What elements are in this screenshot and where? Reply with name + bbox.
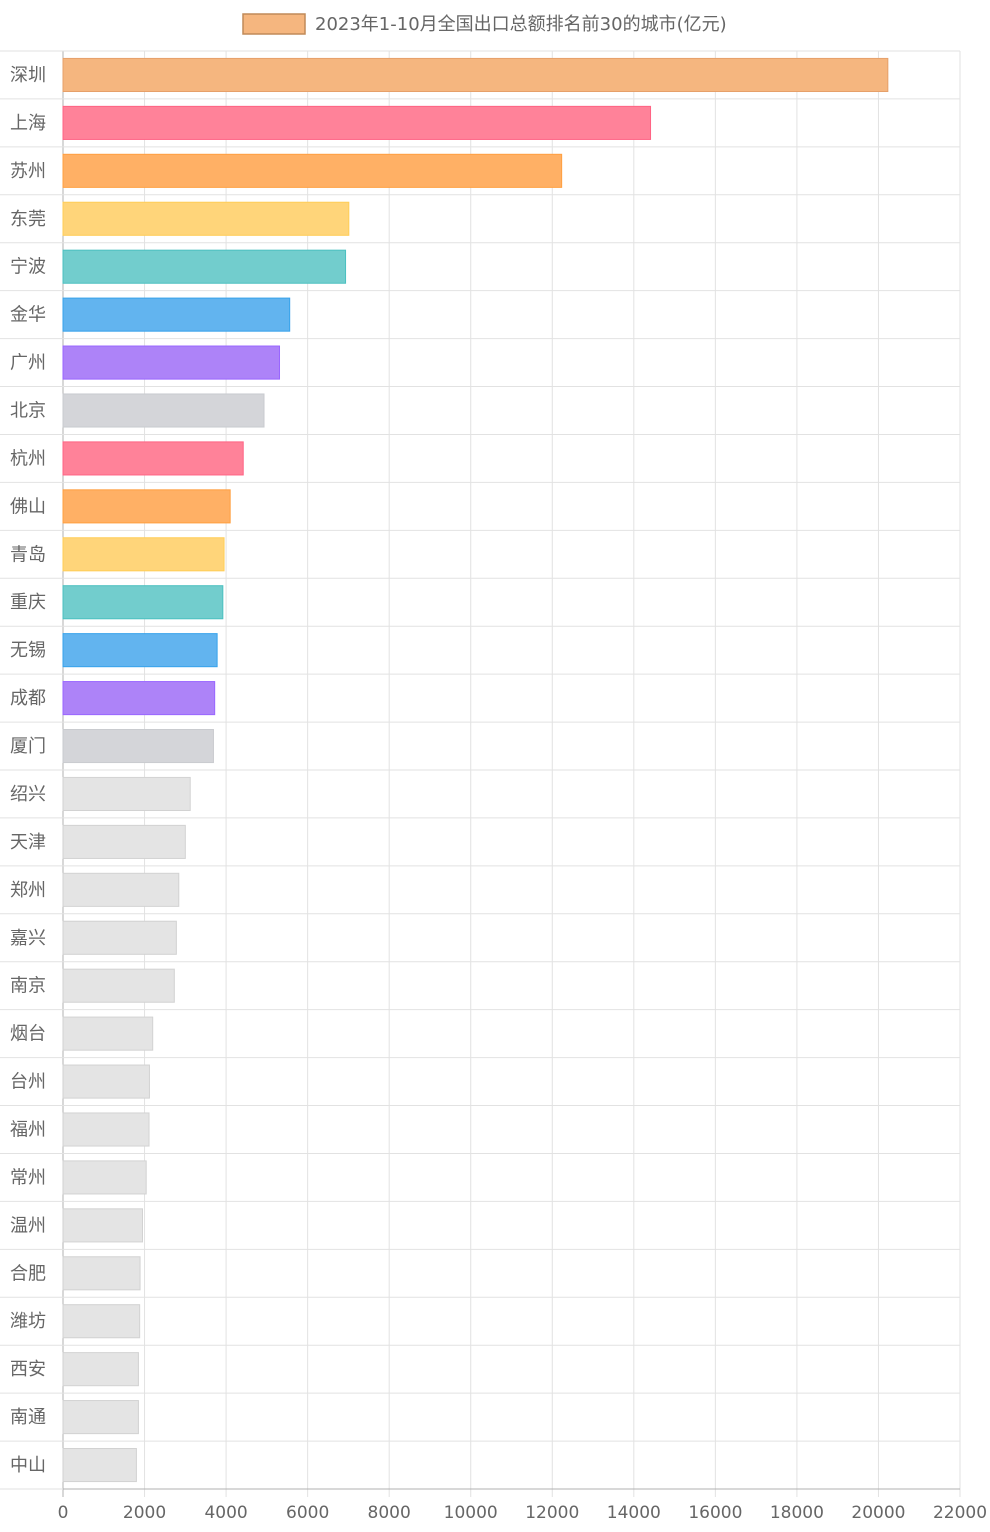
category-label: 天津 xyxy=(10,832,46,853)
category-label: 成都 xyxy=(10,688,46,709)
category-label: 北京 xyxy=(10,401,46,422)
bar[interactable] xyxy=(62,1447,137,1483)
bar[interactable] xyxy=(62,1400,139,1435)
bar[interactable] xyxy=(62,1160,147,1195)
bar[interactable] xyxy=(62,393,265,428)
category-label: 中山 xyxy=(10,1455,46,1476)
bar[interactable] xyxy=(62,1352,139,1387)
bar[interactable] xyxy=(62,249,347,284)
x-axis-labels: 0 2000 4000 6000 8000 10000 12000 14000 16000 180… xyxy=(58,1503,987,1523)
category-label: 厦门 xyxy=(10,736,46,757)
x-tick-label: 22000 xyxy=(933,1503,987,1523)
bar[interactable] xyxy=(62,776,191,812)
bar[interactable] xyxy=(62,537,225,572)
bar[interactable] xyxy=(62,920,177,955)
category-label: 无锡 xyxy=(10,640,46,661)
category-label: 深圳 xyxy=(10,65,46,86)
legend-swatch xyxy=(242,13,306,35)
category-label: 福州 xyxy=(10,1120,46,1141)
category-label: 东莞 xyxy=(10,209,46,230)
bars xyxy=(62,57,889,1483)
bar[interactable] xyxy=(62,633,218,668)
category-label: 合肥 xyxy=(10,1263,46,1284)
category-label: 重庆 xyxy=(10,592,46,613)
category-label: 嘉兴 xyxy=(10,928,46,949)
x-tick-label: 18000 xyxy=(770,1503,824,1523)
bar[interactable] xyxy=(62,872,180,907)
y-axis-labels: 深圳上海苏州东莞宁波金华广州北京杭州佛山青岛重庆无锡成都厦门绍兴天津郑州嘉兴南京… xyxy=(10,65,46,1476)
bar[interactable] xyxy=(62,345,281,380)
category-label: 宁波 xyxy=(10,257,46,278)
category-label: 台州 xyxy=(10,1072,46,1093)
legend[interactable]: 2023年1-10月全国出口总额排名前30的城市(亿元) xyxy=(242,13,727,35)
bar[interactable] xyxy=(62,1112,150,1147)
x-tick-label: 6000 xyxy=(286,1503,329,1523)
x-tick-label: 14000 xyxy=(607,1503,661,1523)
category-label: 杭州 xyxy=(10,448,46,469)
category-label: 郑州 xyxy=(10,880,46,901)
category-label: 广州 xyxy=(10,353,46,374)
bar[interactable] xyxy=(62,824,186,859)
category-label: 常州 xyxy=(10,1167,46,1188)
category-label: 温州 xyxy=(10,1215,46,1236)
category-label: 金华 xyxy=(10,305,46,326)
x-tick-label: 16000 xyxy=(688,1503,742,1523)
bar[interactable] xyxy=(62,489,231,524)
category-label: 绍兴 xyxy=(10,784,46,805)
x-tick-label: 10000 xyxy=(444,1503,498,1523)
bar[interactable] xyxy=(62,441,244,476)
x-tick-label: 2000 xyxy=(123,1503,166,1523)
bar[interactable] xyxy=(62,1064,150,1099)
bar[interactable] xyxy=(62,105,652,140)
category-label: 上海 xyxy=(10,113,46,134)
bar[interactable] xyxy=(62,201,350,236)
x-tick-label: 4000 xyxy=(204,1503,247,1523)
bar[interactable] xyxy=(62,585,224,620)
category-label: 佛山 xyxy=(10,496,46,517)
bar[interactable] xyxy=(62,297,291,332)
category-label: 苏州 xyxy=(10,161,46,182)
bar[interactable] xyxy=(62,1016,154,1051)
category-label: 潍坊 xyxy=(10,1311,46,1332)
bar[interactable] xyxy=(62,681,216,716)
grid xyxy=(0,50,961,1497)
category-label: 南京 xyxy=(10,976,46,997)
bar[interactable] xyxy=(62,57,889,93)
category-label: 烟台 xyxy=(10,1024,46,1045)
legend-label: 2023年1-10月全国出口总额排名前30的城市(亿元) xyxy=(315,14,727,35)
category-label: 青岛 xyxy=(10,544,46,565)
x-tick-label: 0 xyxy=(58,1503,69,1523)
bar[interactable] xyxy=(62,728,214,764)
bar[interactable] xyxy=(62,1256,141,1291)
bar[interactable] xyxy=(62,153,563,188)
bar[interactable] xyxy=(62,968,175,1003)
x-tick-label: 20000 xyxy=(851,1503,905,1523)
category-label: 西安 xyxy=(10,1359,46,1380)
bar[interactable] xyxy=(62,1304,141,1339)
x-tick-label: 8000 xyxy=(368,1503,411,1523)
bar[interactable] xyxy=(62,1208,144,1243)
category-label: 南通 xyxy=(10,1407,46,1428)
x-tick-label: 12000 xyxy=(525,1503,579,1523)
